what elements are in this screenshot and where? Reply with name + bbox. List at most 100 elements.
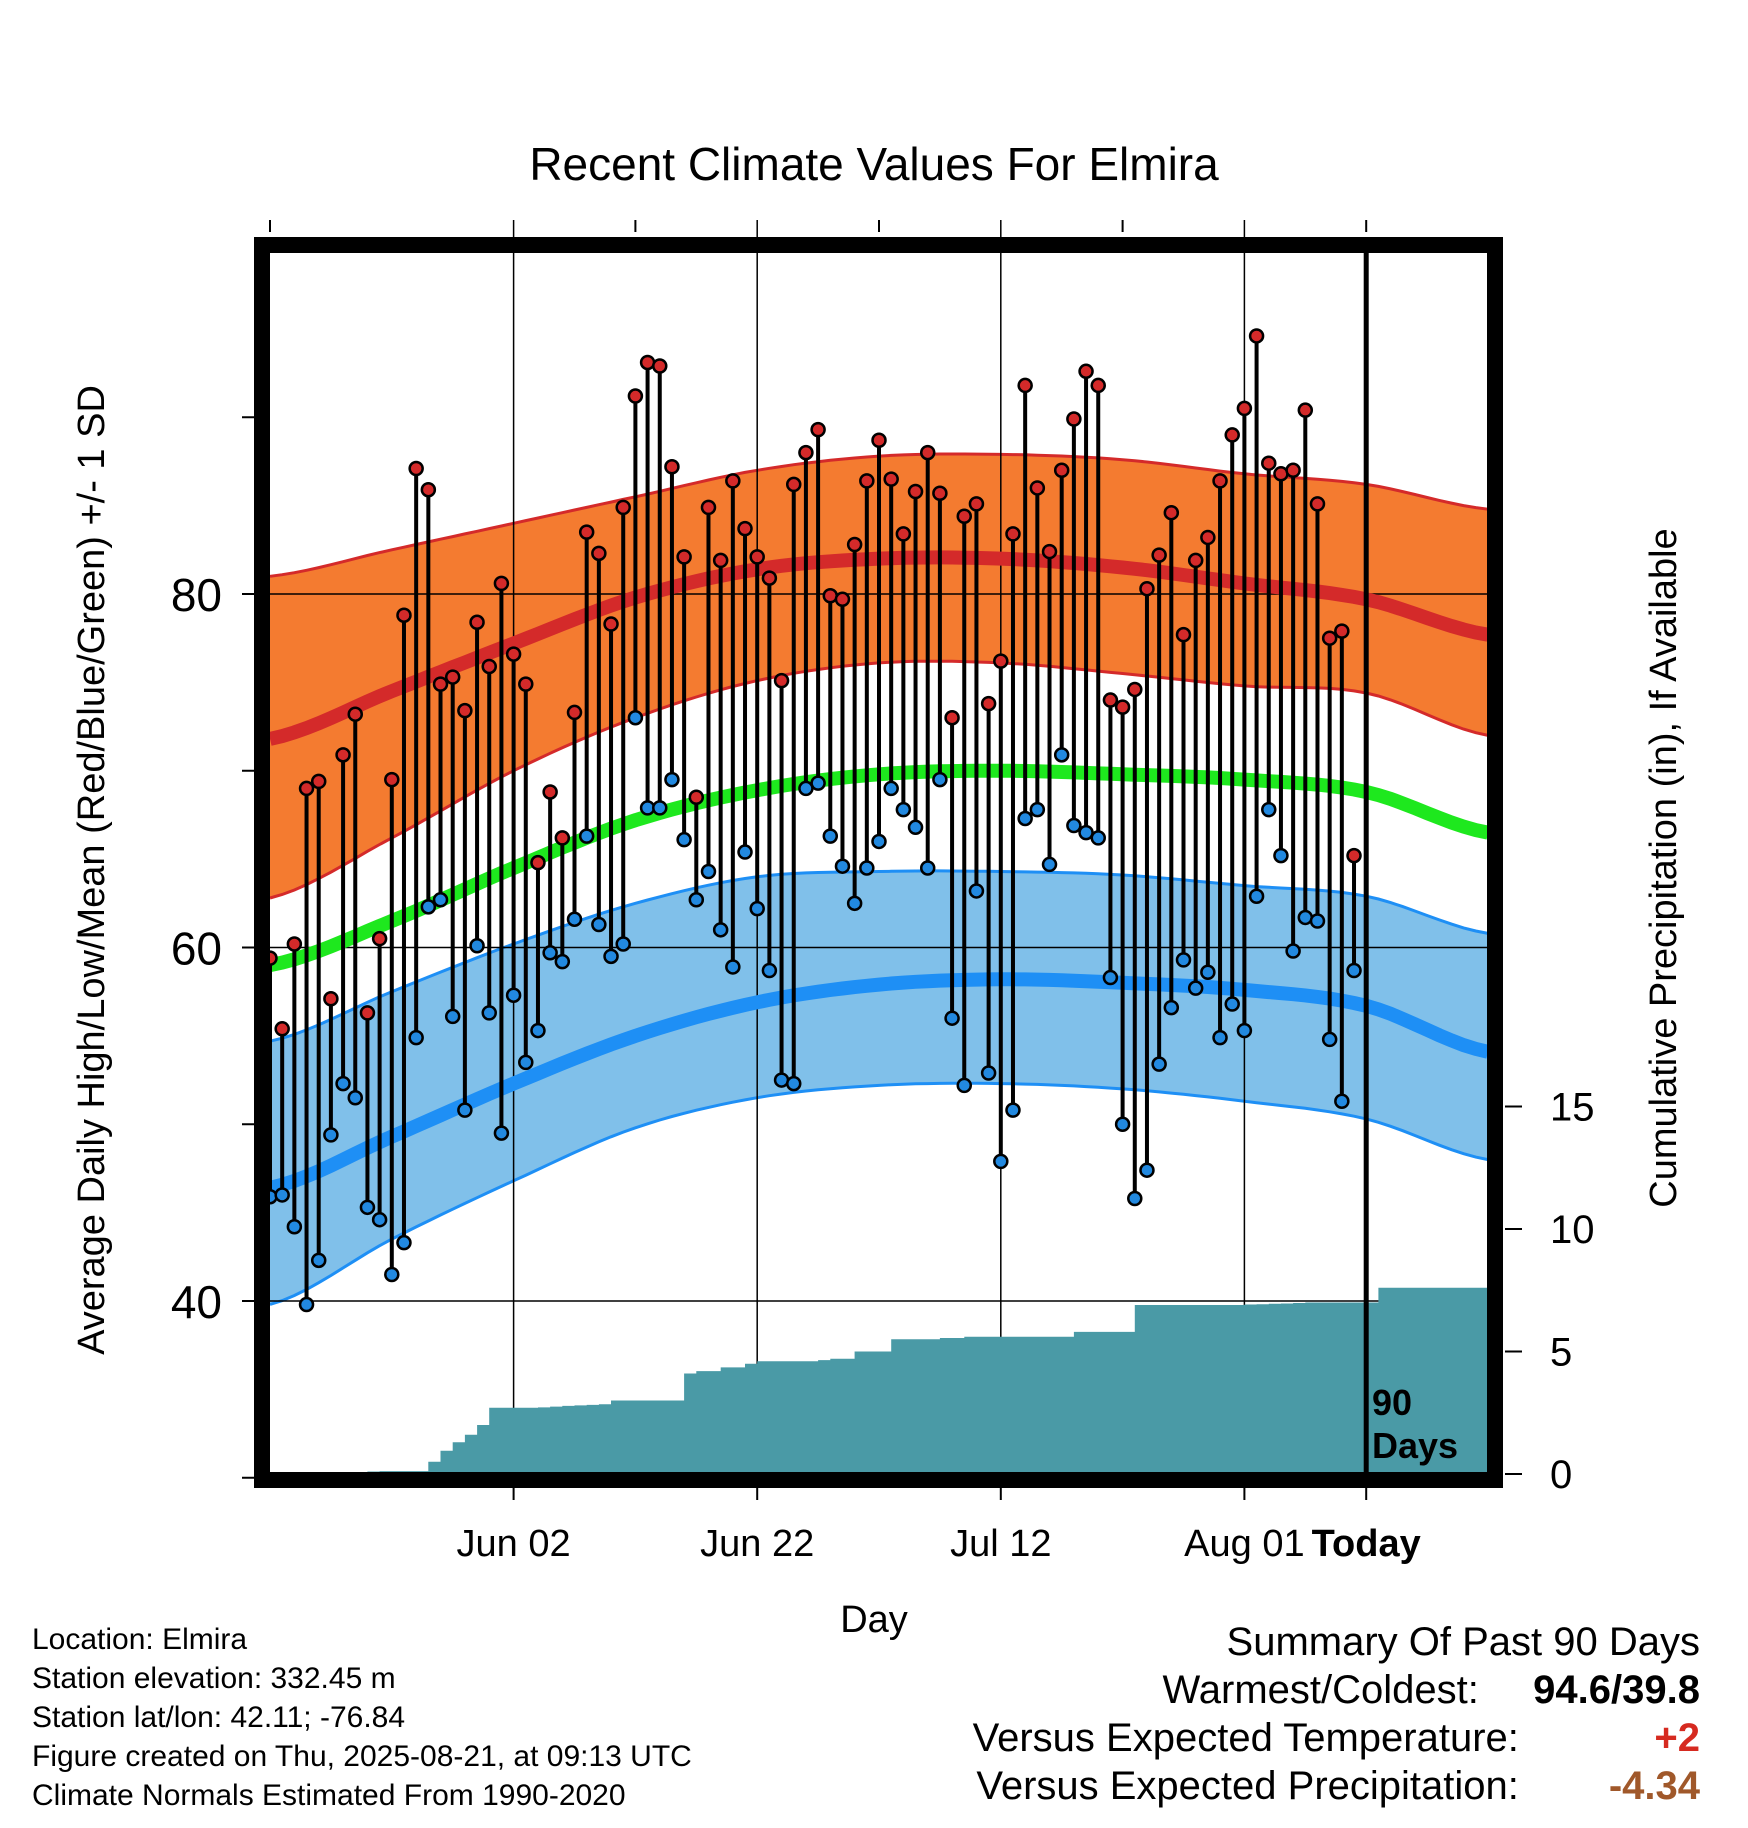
- daily-high-point: [420, 481, 437, 498]
- daily-low-point: [834, 858, 851, 874]
- summary-precip: Versus Expected Precipitation: -4.34: [973, 1762, 1700, 1810]
- daily-high-point: [457, 702, 473, 719]
- daily-high-point: [1187, 552, 1204, 569]
- daily-low-point: [1309, 913, 1326, 929]
- chart-title: Recent Climate Values For Elmira: [529, 138, 1219, 190]
- daily-high-point: [1200, 529, 1216, 546]
- daily-low-point: [968, 883, 985, 899]
- window-label-line2: Days: [1372, 1425, 1458, 1466]
- daily-low-point: [432, 892, 449, 908]
- daily-high-point: [1236, 400, 1253, 417]
- warm-cold-value: 94.6/39.8: [1533, 1668, 1700, 1712]
- daily-high-point: [1224, 427, 1240, 443]
- daily-high-point: [761, 570, 778, 586]
- daily-high-point: [859, 473, 875, 489]
- precipitation-area: [270, 1287, 1501, 1474]
- daily-high-point: [968, 496, 985, 512]
- y2-tick-label: 10: [1550, 1208, 1595, 1252]
- summary-panel: Summary Of Past 90 Days Warmest/Coldest:…: [973, 1618, 1700, 1810]
- x-tick-label: Jun 22: [700, 1523, 814, 1565]
- location-text: Location: Elmira: [32, 1623, 248, 1656]
- daily-high-point: [1029, 480, 1046, 496]
- daily-high-point: [1248, 328, 1265, 344]
- y2-tick-label: 5: [1550, 1331, 1572, 1375]
- daily-low-point: [396, 1234, 412, 1251]
- daily-high-point: [798, 444, 814, 461]
- daily-high-point: [712, 552, 729, 569]
- daily-high-point: [493, 575, 510, 592]
- daily-low-point: [310, 1252, 327, 1269]
- daily-high-point: [396, 607, 412, 623]
- daily-high-point: [578, 524, 595, 540]
- x-tick-label: Jun 02: [457, 1523, 571, 1565]
- precip-label: Versus Expected Precipitation:: [976, 1764, 1519, 1808]
- daily-points: [262, 328, 1362, 1313]
- daily-low-point: [1029, 801, 1046, 818]
- daily-low-point: [846, 895, 863, 912]
- daily-low-point: [859, 860, 875, 876]
- daily-low-point: [1236, 1022, 1253, 1039]
- daily-high-point: [1321, 630, 1338, 646]
- daily-high-point: [542, 784, 558, 800]
- daily-low-point: [688, 892, 705, 908]
- daily-high-point: [700, 499, 717, 516]
- daily-low-point: [932, 771, 948, 788]
- daily-high-point: [323, 991, 339, 1007]
- daily-high-point: [518, 676, 534, 692]
- daily-low-point: [384, 1266, 400, 1283]
- daily-low-point: [481, 1005, 497, 1021]
- daily-low-point: [749, 900, 765, 917]
- daily-high-point: [688, 789, 705, 806]
- daily-low-point: [286, 1219, 303, 1235]
- y2-tick-label: 15: [1550, 1086, 1595, 1130]
- daily-low-point: [1334, 1093, 1350, 1110]
- daily-low-point: [652, 800, 668, 816]
- daily-high-point: [664, 458, 680, 475]
- daily-low-point: [518, 1054, 534, 1071]
- summary-warm-cold: Warmest/Coldest: 94.6/39.8: [973, 1666, 1701, 1714]
- daily-high-point: [1163, 504, 1180, 521]
- daily-low-point: [993, 1153, 1009, 1170]
- daily-high-point: [347, 706, 364, 722]
- daily-low-point: [298, 1296, 315, 1313]
- daily-low-point: [1151, 1056, 1167, 1072]
- daily-low-point: [1053, 747, 1070, 763]
- daily-low-point: [359, 1199, 376, 1216]
- daily-high-point: [907, 483, 924, 500]
- daily-high-point: [615, 499, 631, 516]
- daily-high-point: [785, 476, 802, 493]
- daily-low-point: [1102, 969, 1119, 986]
- daily-low-point: [530, 1022, 546, 1039]
- daily-high-point: [1053, 462, 1070, 479]
- x-tick-label: Aug 01: [1184, 1523, 1304, 1565]
- station-info: Location: Elmira Station elevation: 332.…: [32, 1620, 692, 1815]
- daily-low-point: [615, 936, 631, 952]
- daily-high-point: [676, 549, 692, 565]
- daily-high-point: [310, 773, 327, 790]
- daily-high-point: [1078, 363, 1094, 380]
- daily-high-point: [932, 485, 948, 502]
- daily-low-point: [457, 1102, 473, 1118]
- y-tick-label: 60: [171, 923, 222, 975]
- daily-low-point: [676, 831, 692, 848]
- daily-high-point: [773, 672, 790, 689]
- daily-low-point: [493, 1125, 510, 1141]
- x-tick-label: Jul 12: [950, 1523, 1051, 1565]
- normal-low-line: [268, 972, 1490, 1195]
- warm-cold-label: Warmest/Coldest:: [1162, 1668, 1479, 1712]
- window-label-line1: 90: [1372, 1382, 1412, 1423]
- daily-low-point: [1346, 962, 1362, 979]
- daily-high-point: [725, 473, 741, 489]
- daily-high-point: [505, 646, 522, 662]
- daily-low-point: [1261, 801, 1277, 818]
- daily-high-point: [444, 669, 461, 685]
- daily-low-point: [712, 922, 729, 938]
- daily-low-point: [274, 1187, 290, 1203]
- daily-high-point: [603, 616, 619, 632]
- daily-low-point: [944, 1010, 960, 1026]
- daily-high-point: [919, 444, 936, 461]
- daily-low-point: [1127, 1190, 1143, 1207]
- daily-low-point: [603, 948, 619, 965]
- daily-low-point: [737, 844, 753, 860]
- daily-low-point: [1273, 847, 1289, 864]
